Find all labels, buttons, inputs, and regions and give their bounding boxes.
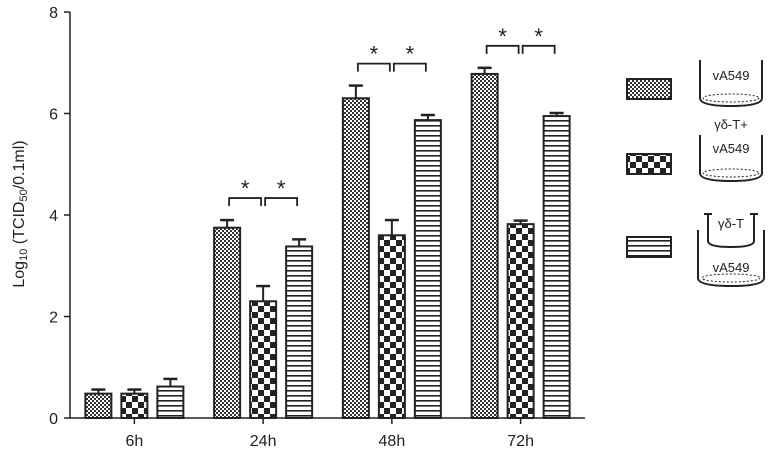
well-bottom — [702, 93, 760, 103]
x-tick-label: 72h — [507, 433, 534, 450]
legend-label: γδ-T — [718, 216, 744, 231]
bar — [213, 226, 242, 419]
bar — [413, 119, 442, 419]
legend-label: vA549 — [713, 68, 750, 83]
significance-brackets: * * * * * * — [228, 24, 556, 207]
significance-bracket — [485, 44, 520, 54]
significance-star: * — [534, 24, 543, 49]
error-bars — [91, 66, 564, 394]
well-bottom — [701, 273, 761, 283]
bar — [84, 392, 113, 420]
legend-label: vA549 — [713, 260, 750, 275]
well-icon — [699, 135, 763, 183]
significance-bracket — [356, 62, 391, 72]
significance-bracket — [264, 197, 299, 207]
bar — [120, 392, 149, 420]
bar — [377, 234, 406, 419]
bar — [285, 245, 314, 419]
legend: vA549 γδ-T+ vA549 γδ-T vA549 — [626, 60, 765, 288]
significance-star: * — [498, 24, 507, 49]
bar — [341, 97, 370, 420]
y-tick-label: 4 — [49, 208, 58, 225]
well-icon — [699, 60, 763, 108]
x-tick-label: 48h — [379, 433, 406, 450]
y-tick-label: 8 — [49, 5, 58, 22]
bar — [542, 115, 571, 419]
x-tick-labels: 6h 24h 48h 72h — [125, 418, 534, 450]
well-bottom — [702, 168, 760, 178]
y-tick-label: 6 — [49, 107, 58, 124]
y-tick-label: 0 — [49, 411, 58, 428]
legend-swatch — [626, 78, 672, 100]
significance-bracket — [392, 62, 427, 72]
x-tick-label: 24h — [250, 433, 277, 450]
x-tick-label: 6h — [125, 433, 143, 450]
legend-swatch — [626, 236, 672, 258]
y-tick-label: 2 — [49, 310, 58, 327]
bar — [470, 72, 499, 419]
significance-star: * — [370, 42, 379, 67]
significance-bracket — [228, 197, 263, 207]
bar — [249, 300, 278, 419]
bar — [506, 223, 535, 419]
significance-bracket — [521, 44, 556, 54]
insert-icon — [707, 214, 755, 249]
legend-swatch — [626, 153, 672, 175]
legend-label: vA549 — [713, 141, 750, 156]
significance-star: * — [241, 176, 250, 201]
bar — [156, 385, 185, 420]
bars — [84, 72, 571, 420]
y-tick-labels: 0 2 4 6 8 — [49, 5, 70, 428]
well-icon — [697, 230, 765, 288]
y-axis-label: Log10 (TCID50/0.1ml) — [11, 140, 30, 287]
significance-star: * — [277, 176, 286, 201]
legend-label: γδ-T+ — [714, 117, 748, 132]
significance-star: * — [406, 42, 415, 67]
